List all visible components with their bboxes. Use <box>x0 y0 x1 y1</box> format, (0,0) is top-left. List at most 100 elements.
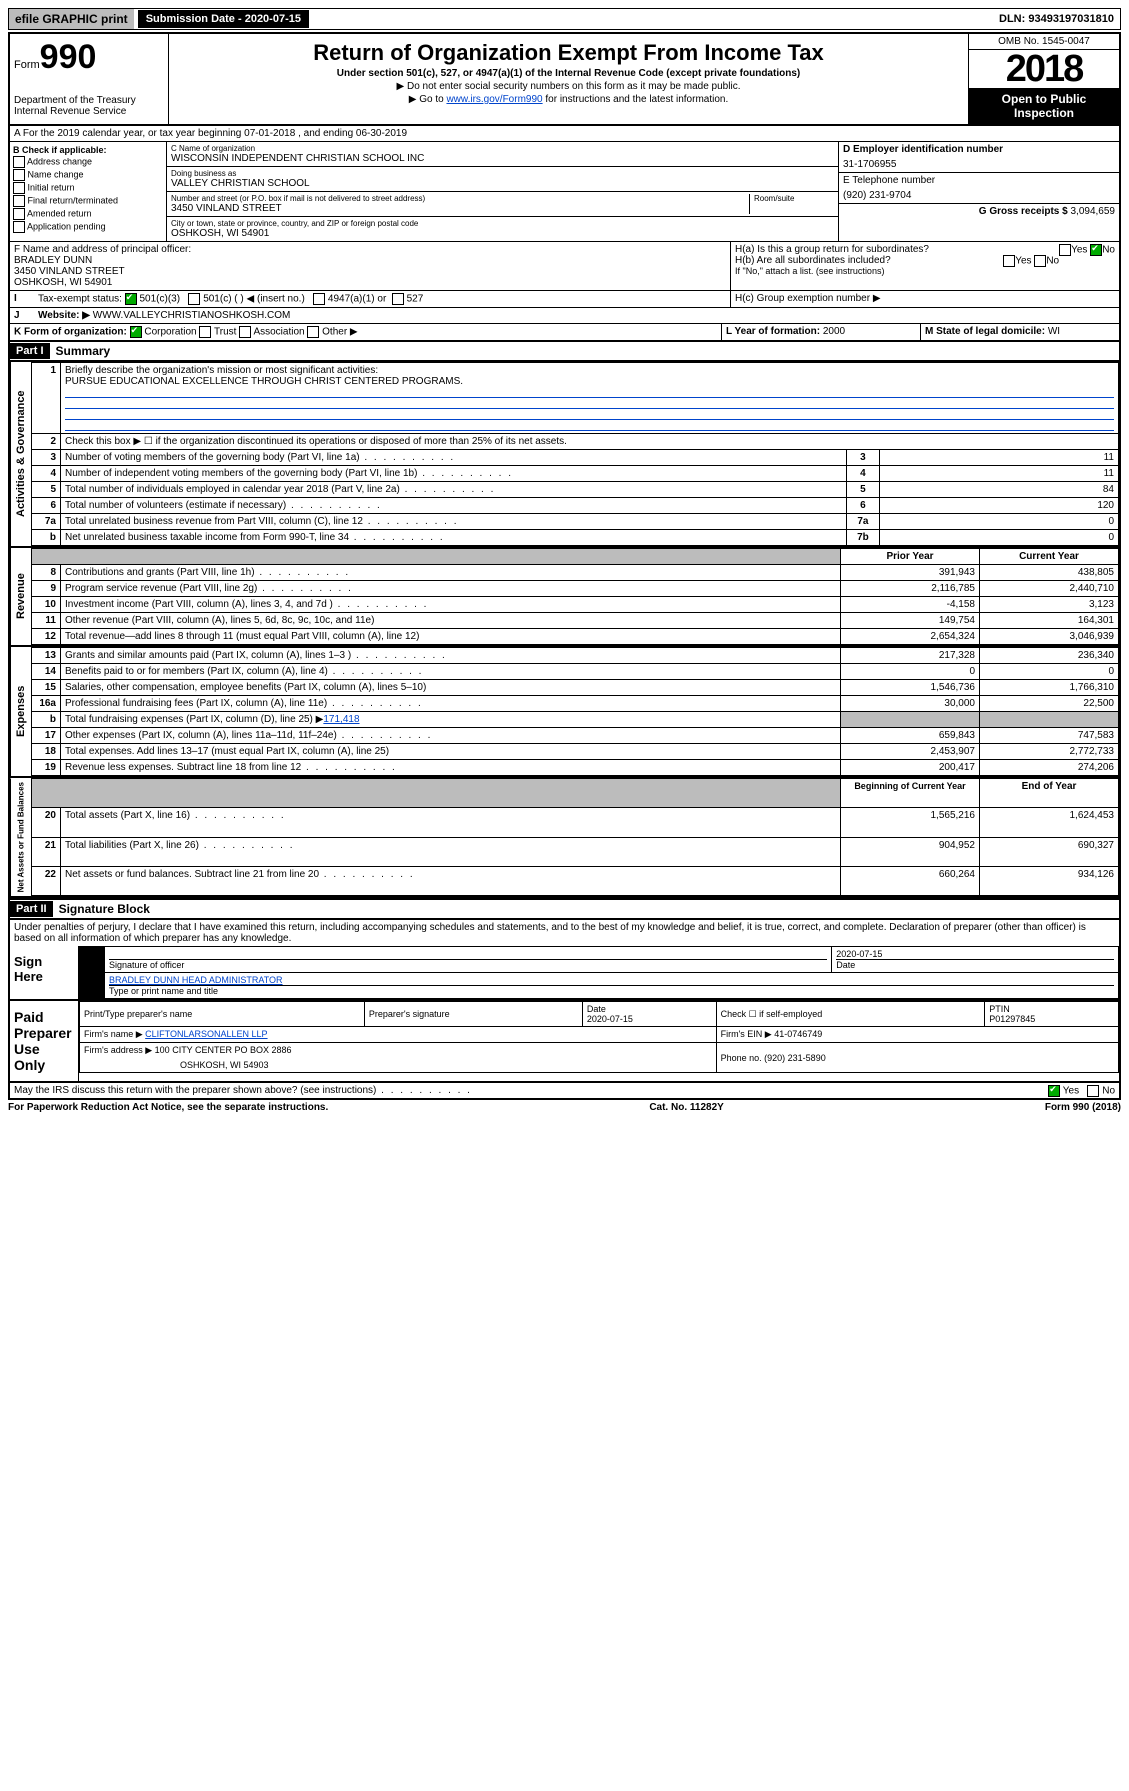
row-klm: K Form of organization: Corporation Trus… <box>8 324 1121 342</box>
final-return-checkbox[interactable] <box>13 195 25 207</box>
net-assets-section: Net Assets or Fund Balances Beginning of… <box>8 778 1121 898</box>
l7a: Total unrelated business revenue from Pa… <box>61 514 847 530</box>
instructions-link[interactable]: www.irs.gov/Form990 <box>446 94 542 105</box>
p18: 2,453,907 <box>841 744 980 760</box>
paid-label: Paid Preparer Use Only <box>10 1001 79 1081</box>
expenses-tab: Expenses <box>10 647 31 776</box>
l12: Total revenue—add lines 8 through 11 (mu… <box>61 629 841 645</box>
l16b-val[interactable]: 171,418 <box>323 714 359 725</box>
governance-tab: Activities & Governance <box>10 362 31 546</box>
header-left: Form990 Department of the Treasury Inter… <box>10 34 169 124</box>
row-i: I Tax-exempt status: 501(c)(3) 501(c) ( … <box>8 291 1121 308</box>
p10: -4,158 <box>841 597 980 613</box>
j-label: Website: ▶ <box>38 310 90 321</box>
f-label: F Name and address of principal officer: <box>14 244 726 255</box>
corp-checkbox[interactable] <box>130 326 142 338</box>
sig-label: Signature of officer <box>109 959 827 970</box>
p12: 2,654,324 <box>841 629 980 645</box>
initial-return-checkbox[interactable] <box>13 182 25 194</box>
l22: Net assets or fund balances. Subtract li… <box>61 867 841 896</box>
ein-label: Firm's EIN ▶ <box>721 1029 772 1039</box>
l1-text: PURSUE EDUCATIONAL EXCELLENCE THROUGH CH… <box>65 376 463 387</box>
info-block: B Check if applicable: Address change Na… <box>8 142 1121 242</box>
p21: 904,952 <box>841 837 980 866</box>
net-assets-tab: Net Assets or Fund Balances <box>10 778 31 896</box>
dba-label: Doing business as <box>171 169 834 178</box>
k-label: K Form of organization: <box>14 327 127 338</box>
l6: Total number of volunteers (estimate if … <box>61 498 847 514</box>
b-item: Amended return <box>27 208 92 218</box>
other-checkbox[interactable] <box>307 326 319 338</box>
b-item: Address change <box>27 156 92 166</box>
i-opt3: 4947(a)(1) or <box>328 294 386 305</box>
hb-no-checkbox[interactable] <box>1034 255 1046 267</box>
c16a: 22,500 <box>980 696 1119 712</box>
form-title: Return of Organization Exempt From Incom… <box>173 40 964 66</box>
begin-head: Beginning of Current Year <box>841 779 980 808</box>
revenue-section: Revenue Prior YearCurrent Year 8Contribu… <box>8 548 1121 647</box>
l3: Number of voting members of the governin… <box>61 450 847 466</box>
header-center: Return of Organization Exempt From Incom… <box>169 34 968 124</box>
firm-ein: 41-0746749 <box>774 1029 822 1039</box>
assoc-checkbox[interactable] <box>239 326 251 338</box>
501c3-checkbox[interactable] <box>125 293 137 305</box>
room-label: Room/suite <box>754 194 834 203</box>
i-opt4: 527 <box>407 294 424 305</box>
k-other: Other ▶ <box>322 327 357 338</box>
officer-addr2: OSHKOSH, WI 54901 <box>14 277 726 288</box>
4947-checkbox[interactable] <box>313 293 325 305</box>
amended-return-checkbox[interactable] <box>13 208 25 220</box>
hb-yes-checkbox[interactable] <box>1003 255 1015 267</box>
p17: 659,843 <box>841 728 980 744</box>
firm-name[interactable]: CLIFTONLARSONALLEN LLP <box>145 1029 267 1039</box>
section-a: A For the 2019 calendar year, or tax yea… <box>8 126 1121 142</box>
application-pending-checkbox[interactable] <box>13 221 25 233</box>
end-head: End of Year <box>980 779 1119 808</box>
firm-addr: 100 CITY CENTER PO BOX 2886 <box>155 1045 292 1055</box>
p13: 217,328 <box>841 648 980 664</box>
c17: 747,583 <box>980 728 1119 744</box>
501c-checkbox[interactable] <box>188 293 200 305</box>
addr-label: Number and street (or P.O. box if mail i… <box>171 194 749 203</box>
c14: 0 <box>980 664 1119 680</box>
part2-bar: Part II Signature Block <box>8 898 1121 920</box>
submission-date-button[interactable]: Submission Date - 2020-07-15 <box>138 10 309 28</box>
p19: 200,417 <box>841 760 980 776</box>
c-name-label: C Name of organization <box>171 144 834 153</box>
form-number: 990 <box>40 38 97 76</box>
h5: PTIN <box>989 1004 1010 1014</box>
name-label: Type or print name and title <box>109 985 1114 996</box>
header-right: OMB No. 1545-0047 2018 Open to Public In… <box>968 34 1119 124</box>
c11: 164,301 <box>980 613 1119 629</box>
ha-no-checkbox[interactable] <box>1090 244 1102 256</box>
discuss-no-checkbox[interactable] <box>1087 1085 1099 1097</box>
trust-checkbox[interactable] <box>199 326 211 338</box>
g-label: G Gross receipts $ <box>979 206 1068 217</box>
v4: 11 <box>879 466 1118 482</box>
v6: 120 <box>879 498 1118 514</box>
discuss-yes-checkbox[interactable] <box>1048 1085 1060 1097</box>
p9: 2,116,785 <box>841 581 980 597</box>
c21: 690,327 <box>980 837 1119 866</box>
street-address: 3450 VINLAND STREET <box>171 203 749 214</box>
officer-addr1: 3450 VINLAND STREET <box>14 266 726 277</box>
v3: 11 <box>879 450 1118 466</box>
l18: Total expenses. Add lines 13–17 (must eq… <box>61 744 841 760</box>
firm-phone: (920) 231-5890 <box>764 1053 826 1063</box>
gross-receipts: 3,094,659 <box>1071 206 1116 217</box>
ha-label: H(a) Is this a group return for subordin… <box>735 244 929 255</box>
l7b: Net unrelated business taxable income fr… <box>61 530 847 546</box>
paid-preparer-block: Paid Preparer Use Only Print/Type prepar… <box>8 1001 1121 1083</box>
l-label: L Year of formation: <box>726 326 820 337</box>
address-change-checkbox[interactable] <box>13 156 25 168</box>
name-change-checkbox[interactable] <box>13 169 25 181</box>
form-subtitle: Under section 501(c), 527, or 4947(a)(1)… <box>173 68 964 79</box>
l9: Program service revenue (Part VIII, line… <box>61 581 841 597</box>
c18: 2,772,733 <box>980 744 1119 760</box>
c19: 274,206 <box>980 760 1119 776</box>
v7b: 0 <box>879 530 1118 546</box>
ha-yes-checkbox[interactable] <box>1059 244 1071 256</box>
footer-left: For Paperwork Reduction Act Notice, see … <box>8 1102 328 1113</box>
c15: 1,766,310 <box>980 680 1119 696</box>
527-checkbox[interactable] <box>392 293 404 305</box>
